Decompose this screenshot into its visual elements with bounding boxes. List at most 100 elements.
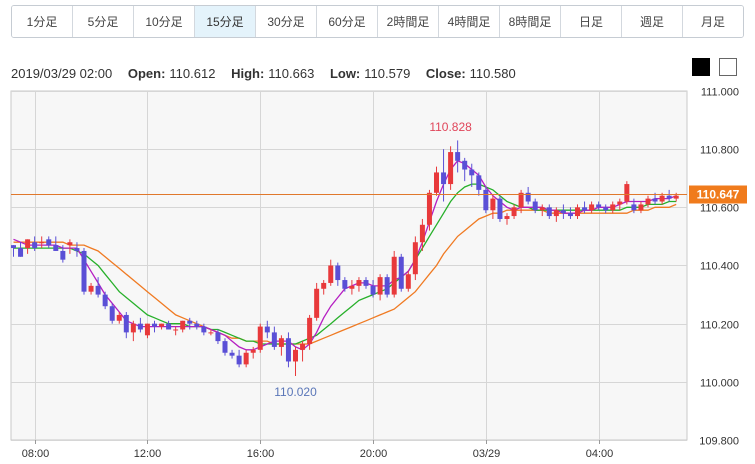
candle-body xyxy=(349,285,355,289)
open-label: Open: xyxy=(127,66,166,81)
timeframe-tab[interactable]: 30分足 xyxy=(256,6,317,37)
candle-body xyxy=(201,326,207,333)
candle-body xyxy=(469,169,475,176)
candle-body xyxy=(532,201,538,211)
timeframe-tab[interactable]: 1分足 xyxy=(12,6,73,37)
candle-body xyxy=(95,285,101,295)
candle-body xyxy=(81,250,87,292)
high-label: High: xyxy=(231,66,265,81)
low-value: 110.579 xyxy=(364,66,411,81)
candle-body xyxy=(144,323,150,336)
candle-body xyxy=(412,242,418,275)
candle-body xyxy=(546,207,552,217)
candle-body xyxy=(173,329,179,331)
candle-body xyxy=(582,207,588,211)
timeframe-tab[interactable]: 60分足 xyxy=(317,6,378,37)
timeframe-tab[interactable]: 日足 xyxy=(561,6,622,37)
candle-body xyxy=(208,332,214,334)
candle-body xyxy=(180,320,186,330)
low-label: Low: xyxy=(329,66,361,81)
candle-body xyxy=(67,242,73,246)
candle-body xyxy=(511,207,517,217)
candle-body xyxy=(596,204,602,208)
candle-body xyxy=(504,216,510,219)
candle-body xyxy=(102,294,108,307)
candle-body xyxy=(455,152,461,161)
timeframe-tab[interactable]: 5分足 xyxy=(73,6,134,37)
candle-body xyxy=(166,323,172,330)
close-value: 110.580 xyxy=(469,66,516,81)
close-label: Close: xyxy=(425,66,466,81)
low-annotation: 110.020 xyxy=(274,385,317,399)
candle-body xyxy=(109,306,115,321)
candle-body xyxy=(448,152,454,185)
candle-body xyxy=(264,326,270,333)
candle-body xyxy=(250,349,256,353)
candle-body xyxy=(18,248,24,257)
candle-body xyxy=(539,207,545,211)
x-tick-label: 16:00 xyxy=(247,448,275,460)
candle-body xyxy=(293,349,298,362)
light-theme-button[interactable] xyxy=(719,58,737,76)
candle-body xyxy=(575,207,580,217)
candle-body xyxy=(490,198,496,211)
candle-body xyxy=(419,224,425,243)
candle-body xyxy=(278,338,284,347)
candle-body xyxy=(525,192,531,202)
current-price-label: 110.647 xyxy=(697,188,740,202)
timeframe-tab[interactable]: 8時間足 xyxy=(500,6,561,37)
candle-body xyxy=(398,256,404,289)
candle-body xyxy=(39,242,45,244)
candle-body xyxy=(624,184,630,202)
candle-body xyxy=(159,323,165,327)
timeframe-tab[interactable]: 10分足 xyxy=(134,6,195,37)
timeframe-tab[interactable]: 2時間足 xyxy=(378,6,439,37)
candle-body xyxy=(363,280,369,286)
candle-body xyxy=(229,352,235,356)
candle-body xyxy=(243,352,249,365)
candle-body xyxy=(194,323,200,327)
candle-body xyxy=(130,323,136,333)
candle-body xyxy=(391,256,397,295)
candle-body xyxy=(370,285,376,295)
timeframe-tab[interactable]: 週足 xyxy=(622,6,683,37)
candle-body xyxy=(53,245,59,251)
candle-body xyxy=(603,207,609,211)
candle-body xyxy=(11,245,16,249)
high-annotation: 110.828 xyxy=(429,120,472,134)
candle-body xyxy=(271,332,277,347)
timeframe-tab[interactable]: 月足 xyxy=(683,6,743,37)
ohlc-info: 2019/03/29 02:00 Open: 110.612 High: 110.6… xyxy=(11,66,516,81)
candle-body xyxy=(137,323,143,330)
candle-body xyxy=(356,280,362,286)
candle-body xyxy=(652,198,658,202)
candle-body xyxy=(116,314,122,321)
candle-body xyxy=(497,198,503,219)
candle-body xyxy=(377,277,383,295)
timeframe-tab[interactable]: 15分足 xyxy=(195,6,256,37)
candle-body xyxy=(328,265,334,283)
high-value: 110.663 xyxy=(268,66,315,81)
timeframe-tab[interactable]: 4時間足 xyxy=(439,6,500,37)
candle-body xyxy=(314,288,320,318)
candle-body xyxy=(483,189,489,211)
candle-body xyxy=(462,160,468,170)
candle-body xyxy=(553,210,559,217)
candle-body xyxy=(307,317,313,345)
candle-body xyxy=(426,192,432,225)
candle-body xyxy=(518,192,524,208)
y-tick-label: 110.200 xyxy=(700,320,739,332)
candle-body xyxy=(645,198,651,205)
candle-body xyxy=(25,239,31,249)
candle-body xyxy=(32,242,38,249)
dark-theme-button[interactable] xyxy=(692,58,710,76)
candle-body xyxy=(384,277,390,295)
candle-body xyxy=(567,213,573,217)
x-tick-label: 12:00 xyxy=(134,448,162,460)
candle-body xyxy=(187,320,193,324)
datetime-text: 2019/03/29 02:00 xyxy=(11,66,113,81)
candle-body xyxy=(60,250,66,260)
candle-body xyxy=(123,314,129,333)
candle-body xyxy=(257,326,263,350)
